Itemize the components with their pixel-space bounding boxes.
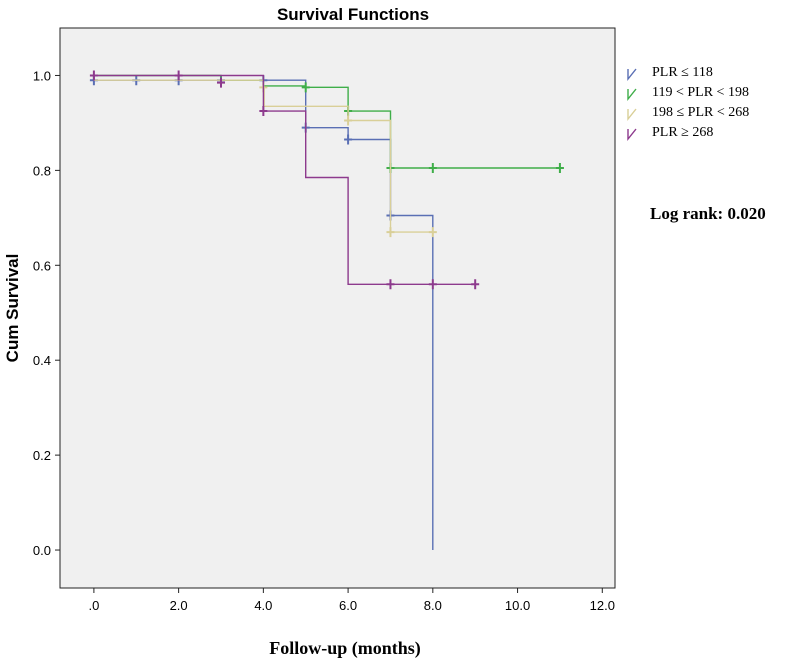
censor-mark [216,77,225,88]
x-axis-label: Follow-up (months) [269,638,421,659]
censor-mark [386,279,395,290]
censor-mark [344,134,353,145]
legend-label: PLR ≤ 118 [652,65,713,80]
chart-title: Survival Functions [277,5,429,24]
censor-mark [344,115,353,126]
y-tick-label: 0.0 [33,543,51,558]
legend-swatch [627,68,637,81]
y-tick-label: 0.8 [33,163,51,178]
x-tick-label: 4.0 [254,598,272,613]
x-tick-label: 8.0 [424,598,442,613]
legend-swatch [627,128,637,141]
legend-label: 119 < PLR < 198 [652,85,749,100]
x-tick-label: .0 [88,598,99,613]
y-axis-label: Cum Survival [3,254,22,363]
legend-swatch [627,88,637,101]
plot-area [59,27,616,589]
y-tick-label: 1.0 [33,68,51,83]
censor-mark [555,163,564,173]
censor-mark [386,227,395,238]
censor-mark [89,70,98,81]
x-tick-label: 2.0 [170,598,188,613]
censor-mark [428,163,437,173]
legend-swatch [627,108,637,121]
legend: PLR ≤ 118 119 < PLR < 198 198 ≤ PLR < 268 P… [627,65,749,141]
censor-mark [428,279,437,290]
y-tick-label: 0.2 [33,448,51,463]
censor-mark [301,82,310,93]
censor-mark [428,227,437,238]
survival-curve [93,74,476,285]
y-tick-label: 0.6 [33,258,51,273]
x-tick-label: 6.0 [339,598,357,613]
censor-mark [471,279,480,290]
censor-mark [259,106,268,117]
legend-label: PLR ≥ 268 [652,125,713,140]
survival-curves [89,70,564,550]
censor-mark [174,70,183,81]
x-tick-label: 12.0 [590,598,615,613]
legend-label: 198 ≤ PLR < 268 [652,105,749,120]
log-rank-annotation: Log rank: 0.020 [650,204,766,223]
y-tick-label: 0.4 [33,353,51,368]
x-axis: .0 2.0 4.0 6.0 8.0 10.0 12.0 [88,588,615,613]
y-axis: 0.0 0.2 0.4 0.6 0.8 1.0 [33,68,60,558]
x-tick-label: 10.0 [505,598,530,613]
